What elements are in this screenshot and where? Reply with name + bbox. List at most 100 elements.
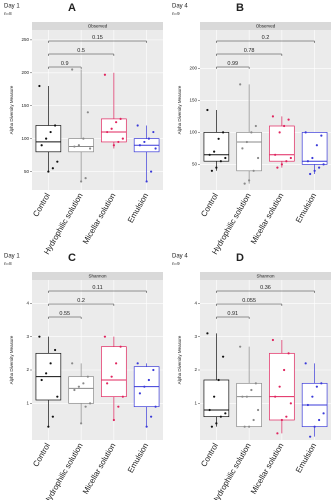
data-point xyxy=(313,169,316,172)
data-point xyxy=(80,180,83,183)
strip-label: Shannon xyxy=(256,273,275,278)
data-point xyxy=(147,137,150,140)
y-tick-label: 250 xyxy=(21,37,29,42)
x-tick-label: Control xyxy=(199,441,220,468)
data-point xyxy=(322,163,325,166)
box xyxy=(35,125,62,153)
data-point xyxy=(250,131,253,134)
data-point xyxy=(309,172,312,176)
box xyxy=(236,132,262,172)
data-point xyxy=(318,166,321,169)
data-point xyxy=(274,153,277,156)
data-point xyxy=(112,144,115,147)
data-point xyxy=(320,382,323,385)
data-point xyxy=(274,395,277,398)
panel-subtitle: n=8 xyxy=(4,11,12,16)
strip xyxy=(200,22,331,30)
data-point xyxy=(106,382,109,385)
data-point xyxy=(143,385,146,388)
comparison-bracket xyxy=(48,290,147,293)
x-tick-label: Micellar solution xyxy=(81,442,117,496)
data-point xyxy=(138,392,142,395)
y-tick-label: 100 xyxy=(189,130,197,135)
data-point xyxy=(56,395,59,398)
data-point xyxy=(252,169,255,172)
y-tick-label: 1 xyxy=(194,401,197,406)
data-point xyxy=(309,435,312,438)
data-point xyxy=(215,166,218,169)
data-point xyxy=(77,385,80,388)
data-point xyxy=(313,425,316,428)
data-point xyxy=(110,127,113,130)
comparison-label: 0.11 xyxy=(92,285,102,291)
data-point xyxy=(45,137,48,140)
x-tick-label: Emulsion xyxy=(294,442,318,475)
data-point xyxy=(217,378,220,382)
y-tick-label: 3 xyxy=(194,334,197,339)
data-point xyxy=(49,130,52,134)
comparison-label: 0.91 xyxy=(227,311,238,317)
data-point xyxy=(287,118,290,121)
data-point xyxy=(241,395,244,398)
data-point xyxy=(71,362,74,365)
data-point xyxy=(239,83,242,86)
data-point xyxy=(311,395,314,398)
data-point xyxy=(322,412,325,415)
data-point xyxy=(243,425,246,428)
comparison-bracket xyxy=(48,303,115,306)
data-point xyxy=(311,156,314,160)
data-point xyxy=(47,425,50,428)
data-point xyxy=(280,418,283,422)
comparison-label: 0.78 xyxy=(244,48,255,54)
data-point xyxy=(84,405,87,408)
data-point xyxy=(278,385,281,388)
data-point xyxy=(283,124,286,128)
data-point xyxy=(40,144,43,147)
data-point xyxy=(210,169,213,172)
data-point xyxy=(283,368,286,372)
data-point xyxy=(73,145,76,148)
data-point xyxy=(47,170,50,173)
comparison-bracket xyxy=(48,316,82,319)
data-point xyxy=(73,388,76,392)
data-point xyxy=(276,166,279,169)
panel-title: Day 4 xyxy=(172,254,188,260)
comparison-label: 0.99 xyxy=(227,61,238,67)
strip-label: Observed xyxy=(88,23,108,28)
data-point xyxy=(280,163,283,166)
panel-title: Day 1 xyxy=(4,254,20,260)
plot-background xyxy=(32,30,163,190)
data-point xyxy=(208,408,211,412)
y-tick-label: 1 xyxy=(26,401,29,406)
data-point xyxy=(138,144,142,147)
box xyxy=(301,132,328,165)
data-point xyxy=(88,147,92,150)
comparison-bracket xyxy=(216,53,283,56)
data-point xyxy=(86,375,89,378)
x-tick-label: Control xyxy=(199,191,220,218)
data-point xyxy=(45,372,48,375)
box xyxy=(269,352,295,421)
data-point xyxy=(241,147,244,150)
data-point xyxy=(88,402,92,405)
data-point xyxy=(117,140,120,144)
strip-label: Observed xyxy=(256,23,276,28)
data-point xyxy=(289,402,292,405)
data-point xyxy=(154,405,157,408)
data-point xyxy=(53,348,57,352)
data-point xyxy=(143,140,146,144)
x-tick-label: Emulsion xyxy=(126,192,150,225)
box xyxy=(236,382,262,428)
data-point xyxy=(121,395,124,398)
data-point xyxy=(51,415,54,418)
data-point xyxy=(150,415,153,418)
data-point xyxy=(86,111,89,114)
data-point xyxy=(306,160,310,163)
data-point xyxy=(121,137,124,140)
panel-letter: B xyxy=(236,2,244,14)
data-point xyxy=(103,73,107,76)
data-point xyxy=(84,177,87,180)
comparison-bracket xyxy=(48,40,147,43)
y-tick-label: 3 xyxy=(26,334,29,339)
